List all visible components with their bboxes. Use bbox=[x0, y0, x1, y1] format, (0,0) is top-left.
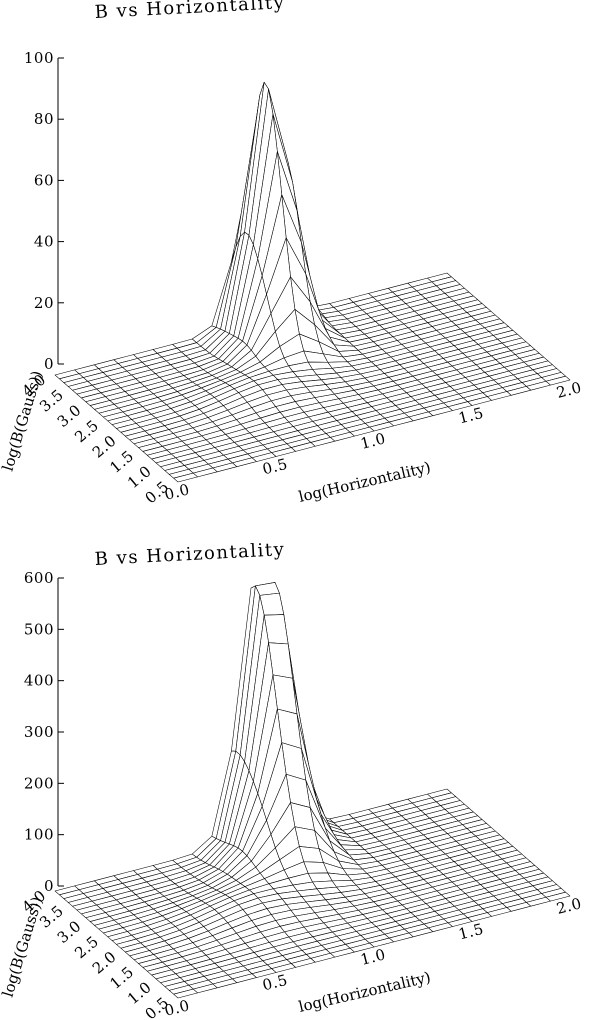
plot-1-tick-labels: 0204060801000.00.51.01.52.00.51.01.52.02… bbox=[19, 49, 584, 507]
z-tick-label: 200 bbox=[24, 774, 54, 792]
x-tick-label: 0.0 bbox=[163, 996, 192, 1020]
z-tick-label: 100 bbox=[24, 826, 54, 844]
z-tick-label: 600 bbox=[24, 569, 54, 587]
x-tick-label: 0.5 bbox=[261, 971, 290, 995]
z-tick-label: 60 bbox=[34, 171, 54, 189]
x-tick-label: 1.5 bbox=[457, 920, 486, 944]
x-tick-label: 1.0 bbox=[359, 945, 388, 969]
x-tick-label: 1.0 bbox=[359, 429, 388, 453]
plot-1-title: B vs Horizontality bbox=[94, 0, 286, 23]
surface-plot-2: B vs Horizontality log(Horizontality) lo… bbox=[0, 539, 584, 1020]
surface-cell bbox=[173, 472, 198, 483]
z-tick-label: 40 bbox=[34, 233, 54, 251]
x-tick-label: 0.0 bbox=[163, 480, 192, 504]
x-tick-label: 1.5 bbox=[457, 404, 486, 428]
z-tick-label: 80 bbox=[34, 110, 54, 128]
plot-2-wireframe bbox=[54, 582, 571, 999]
plot-2-title: B vs Horizontality bbox=[94, 539, 286, 570]
x-tick-label: 2.0 bbox=[555, 894, 584, 918]
plot-2-axes bbox=[57, 577, 64, 887]
plot-1-x-axis-label: log(Horizontality) bbox=[297, 458, 432, 506]
plot-2-y-axis-label: log(B(Gauss)) bbox=[0, 895, 46, 1000]
plot-1-axes bbox=[57, 57, 64, 365]
z-tick-label: 400 bbox=[24, 672, 54, 690]
plot-2-x-axis-label: log(Horizontality) bbox=[297, 968, 432, 1016]
x-tick-label: 0.5 bbox=[261, 455, 290, 479]
x-tick-label: 2.0 bbox=[555, 378, 584, 402]
plot-1-wireframe bbox=[54, 81, 571, 483]
z-tick-label: 500 bbox=[24, 620, 54, 638]
z-tick-label: 300 bbox=[24, 723, 54, 741]
surface-plot-1: B vs Horizontality log(Horizontality) lo… bbox=[0, 0, 584, 507]
z-tick-label: 20 bbox=[34, 294, 54, 312]
z-tick-label: 100 bbox=[24, 49, 54, 67]
surface-cell bbox=[173, 988, 198, 999]
z-tick-label: 0 bbox=[44, 355, 54, 373]
z-tick-label: 0 bbox=[44, 877, 54, 895]
